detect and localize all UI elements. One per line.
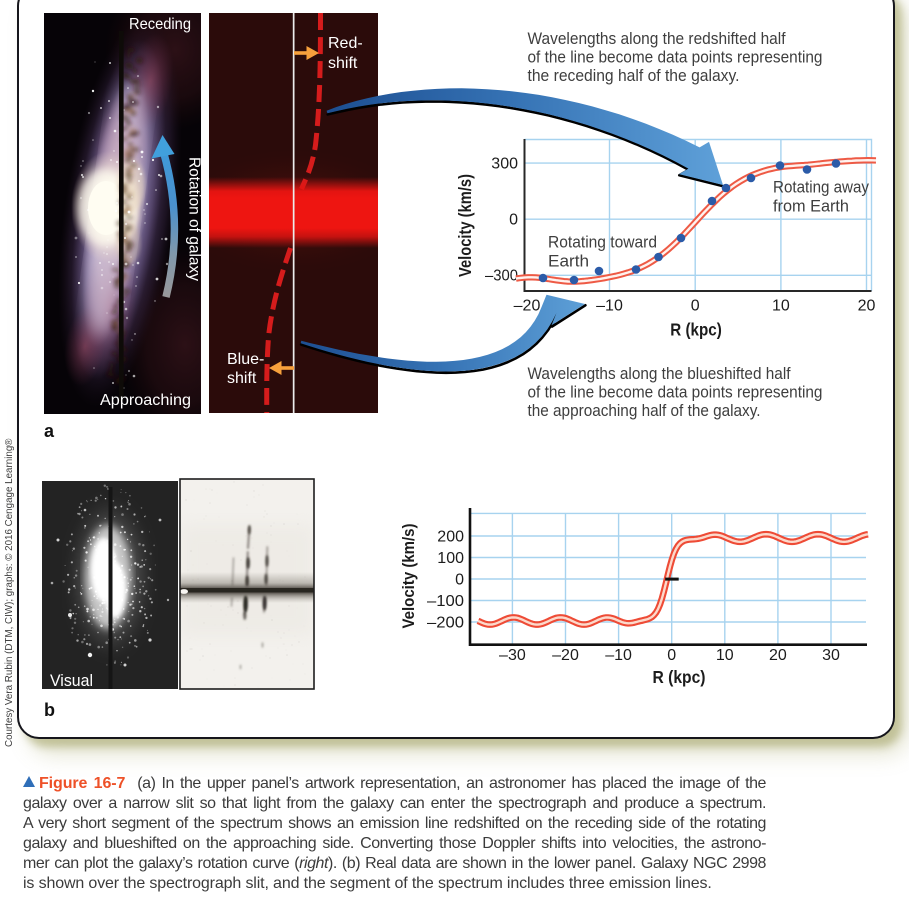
- svg-text:–20: –20: [552, 647, 579, 664]
- svg-text:–10: –10: [605, 647, 632, 664]
- svg-text:of the line become data points: of the line become data points represent…: [528, 384, 823, 402]
- svg-text:–300: –300: [485, 268, 518, 285]
- svg-text:30: 30: [822, 647, 840, 664]
- svg-text:a: a: [44, 421, 55, 441]
- svg-text:Rotating toward: Rotating toward: [548, 234, 657, 252]
- svg-text:Rotating away: Rotating away: [773, 179, 870, 197]
- svg-text:10: 10: [716, 647, 734, 664]
- svg-text:300: 300: [491, 155, 518, 172]
- svg-text:Blue-: Blue-: [227, 351, 264, 368]
- svg-text:Earth: Earth: [548, 253, 589, 271]
- svg-text:0: 0: [509, 212, 518, 229]
- svg-text:the approaching half of the ga: the approaching half of the galaxy.: [528, 402, 761, 420]
- svg-text:b: b: [44, 700, 55, 720]
- svg-text:–10: –10: [596, 298, 623, 315]
- svg-text:R (kpc): R (kpc): [670, 320, 722, 340]
- svg-text:20: 20: [769, 647, 787, 664]
- svg-text:–200: –200: [427, 615, 464, 632]
- svg-text:shift: shift: [227, 370, 257, 387]
- svg-text:Approaching: Approaching: [100, 392, 191, 409]
- svg-text:shift: shift: [328, 55, 358, 72]
- svg-text:Rotation of galaxy: Rotation of galaxy: [186, 157, 203, 281]
- svg-text:Velocity (km/s): Velocity (km/s): [455, 174, 475, 277]
- svg-text:the receding half of the galax: the receding half of the galaxy.: [528, 67, 740, 85]
- svg-text:–20: –20: [514, 298, 541, 315]
- svg-text:Receding: Receding: [129, 16, 191, 33]
- svg-text:Courtesy Vera Rubin (DTM, CIW): Courtesy Vera Rubin (DTM, CIW); graphs: …: [4, 438, 15, 747]
- svg-text:0: 0: [691, 298, 700, 315]
- svg-text:R (kpc): R (kpc): [653, 667, 706, 687]
- svg-text:0: 0: [667, 647, 676, 664]
- svg-text:–100: –100: [427, 593, 464, 610]
- svg-text:20: 20: [858, 298, 876, 315]
- svg-text:Visual: Visual: [50, 671, 93, 690]
- svg-text:100: 100: [437, 550, 464, 567]
- svg-text:Wavelengths along the redshift: Wavelengths along the redshifted half: [528, 30, 786, 48]
- svg-text:–30: –30: [499, 647, 526, 664]
- svg-text:Velocity (km/s): Velocity (km/s): [400, 524, 418, 629]
- svg-text:from Earth: from Earth: [773, 198, 849, 216]
- svg-text:Wavelengths along the blueshif: Wavelengths along the blueshifted half: [528, 365, 791, 383]
- svg-text:10: 10: [772, 298, 790, 315]
- svg-text:of the line become data points: of the line become data points represent…: [528, 49, 823, 67]
- svg-text:0: 0: [455, 572, 464, 589]
- svg-text:Red-: Red-: [328, 35, 363, 52]
- svg-text:200: 200: [437, 529, 464, 546]
